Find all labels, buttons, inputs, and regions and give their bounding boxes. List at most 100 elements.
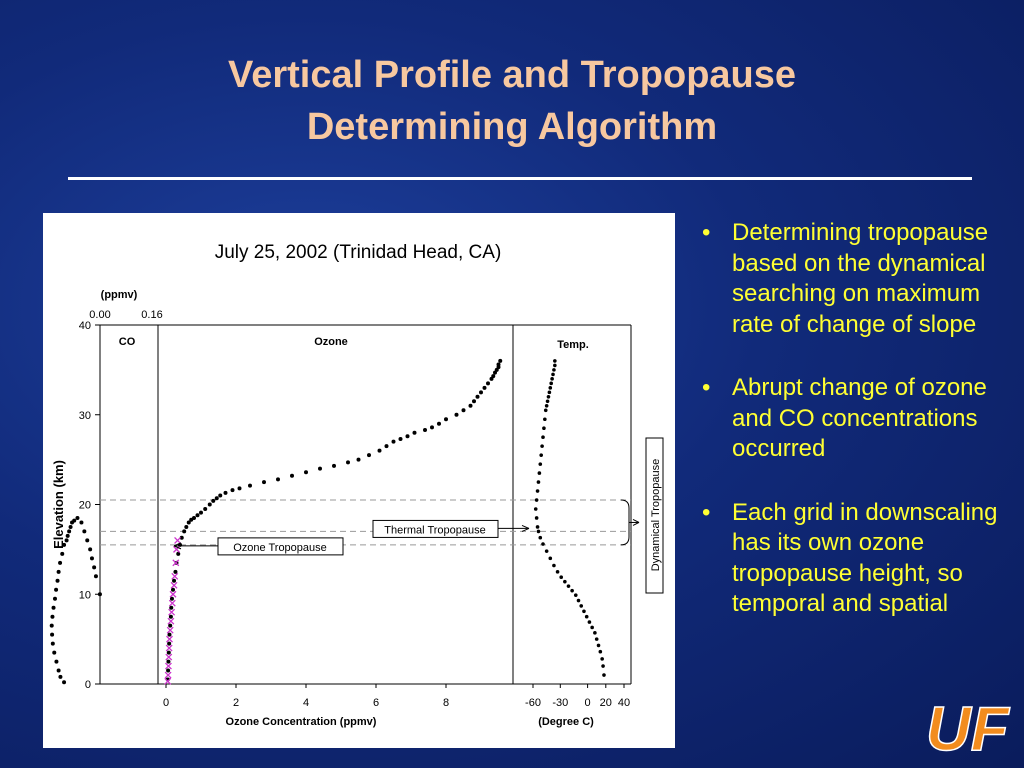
- temp-data-point: [545, 399, 550, 404]
- co-data-point: [82, 529, 87, 534]
- temp-data-point: [590, 625, 594, 630]
- chart-panel: July 25, 2002 (Trinidad Head, CA) 0 10 20 30…: [43, 213, 675, 748]
- title-divider: [68, 177, 972, 180]
- thermal-tropopause-label: Thermal Tropopause: [384, 524, 486, 536]
- ozone-data-point: [398, 436, 403, 441]
- ozone-data-point: [184, 524, 189, 529]
- temp-data-point: [536, 529, 541, 534]
- temp-data-point: [593, 631, 597, 635]
- ozone-x-tick-label: 6: [373, 697, 379, 709]
- ozone-data-point: [179, 535, 184, 540]
- temp-data-point: [553, 359, 557, 363]
- co-data-point: [64, 538, 69, 543]
- dynamical-tropopause-arrowhead: [632, 519, 640, 526]
- y-tick-label: 10: [79, 589, 91, 601]
- ozone-data-point: [475, 394, 480, 399]
- co-data-point: [58, 674, 63, 679]
- co-unit-label: (ppmv): [101, 289, 138, 301]
- ozone-tropopause-mark: [168, 608, 176, 616]
- co-data-point: [88, 547, 93, 552]
- y-axis-label: Elevation (km): [51, 460, 66, 549]
- temp-x-tick-label: -60: [525, 697, 541, 709]
- ozone-data-point: [199, 510, 203, 515]
- bullet-item: • Determining tropopause based on the dy…: [690, 218, 1010, 340]
- temp-data-point: [600, 657, 604, 661]
- ozone-x-tick-label: 4: [303, 697, 309, 709]
- temp-data-point: [539, 453, 543, 457]
- ozone-tropopause-mark: [166, 635, 173, 643]
- ozone-data-point: [237, 486, 242, 491]
- ozone-tropopause-mark: [165, 653, 173, 661]
- temp-x-tick-label: -30: [552, 697, 568, 709]
- ozone-tropopause-mark: [164, 671, 172, 679]
- ozone-x-tick-label: 8: [443, 697, 449, 709]
- ozone-data-point: [498, 358, 503, 363]
- co-data-point: [62, 542, 67, 547]
- co-data-point: [67, 529, 72, 534]
- temp-data-point: [541, 435, 545, 439]
- dynamical-tropopause-bracket: [620, 499, 630, 546]
- thermal-tropopause-arrowhead: [521, 524, 530, 532]
- co-data-point: [55, 578, 60, 583]
- ozone-data-point: [461, 408, 466, 413]
- ozone-data-point: [211, 498, 216, 503]
- ozone-data-point: [430, 425, 434, 430]
- temp-data-point: [533, 507, 538, 511]
- ozone-data-point: [166, 650, 171, 655]
- ozone-data-point: [166, 668, 171, 673]
- temp-data-point: [546, 395, 551, 399]
- ozone-data-point: [218, 493, 223, 498]
- ozone-tropopause-mark: [170, 581, 178, 589]
- temp-x-tick-label: 0: [585, 697, 591, 709]
- temp-data-point: [559, 575, 564, 579]
- co-panel-label: CO: [119, 336, 136, 348]
- ozone-data-point: [173, 569, 178, 574]
- bullet-symbol: •: [702, 374, 711, 401]
- temp-data-point: [552, 563, 556, 568]
- temp-data-point: [601, 664, 605, 668]
- bullet-symbol: •: [702, 219, 711, 246]
- ozone-data-point: [169, 605, 174, 610]
- co-data-point: [89, 556, 94, 561]
- temp-data-point: [555, 570, 560, 574]
- ozone-data-point: [423, 428, 427, 433]
- bullet-text: Abrupt change of ozone and CO concentrat…: [732, 374, 987, 462]
- ozone-data-point: [166, 659, 171, 664]
- bullet-symbol: •: [702, 498, 711, 526]
- ozone-data-point: [203, 506, 208, 511]
- temp-data-point: [598, 649, 603, 654]
- temp-data-point: [535, 489, 540, 493]
- ozone-tropopause-mark: [164, 662, 172, 670]
- ozone-panel-label: Ozone: [314, 336, 348, 348]
- ozone-data-point: [169, 596, 174, 601]
- ozone-tropopause-mark: [167, 617, 175, 625]
- temp-data-point: [566, 584, 571, 588]
- ozone-data-point: [377, 448, 382, 453]
- ozone-x-tick-label: 2: [233, 697, 239, 709]
- ozone-data-point: [276, 477, 280, 482]
- ozone-data-point: [356, 457, 361, 462]
- profile-chart: July 25, 2002 (Trinidad Head, CA)0102030…: [49, 242, 664, 728]
- ozone-data-point: [223, 490, 228, 495]
- temp-data-point: [576, 598, 581, 603]
- temp-data-point: [543, 417, 547, 422]
- ozone-data-point: [195, 513, 200, 518]
- temp-data-point: [551, 372, 555, 377]
- co-data-point: [97, 592, 102, 597]
- ozone-data-point: [168, 614, 173, 619]
- co-data-point: [79, 520, 84, 525]
- temp-data-point: [541, 542, 545, 546]
- temp-data-point: [543, 408, 548, 413]
- ozone-data-point: [262, 480, 266, 485]
- temp-data-point: [584, 614, 589, 619]
- ozone-tropopause-mark: [168, 599, 176, 607]
- temp-data-point: [548, 386, 553, 390]
- bullet-text: Determining tropopause based on the dyna…: [732, 219, 989, 338]
- co-tick-label: 0.00: [89, 309, 110, 321]
- ozone-data-point: [479, 390, 483, 395]
- co-data-point: [62, 680, 67, 685]
- ozone-tropopause-mark: [172, 559, 180, 567]
- slide-title-line-2: Determining Algorithm: [306, 106, 718, 148]
- bullet-item: • Abrupt change of ozone and CO concentr…: [690, 373, 1010, 465]
- ozone-tropopause-mark: [171, 572, 179, 580]
